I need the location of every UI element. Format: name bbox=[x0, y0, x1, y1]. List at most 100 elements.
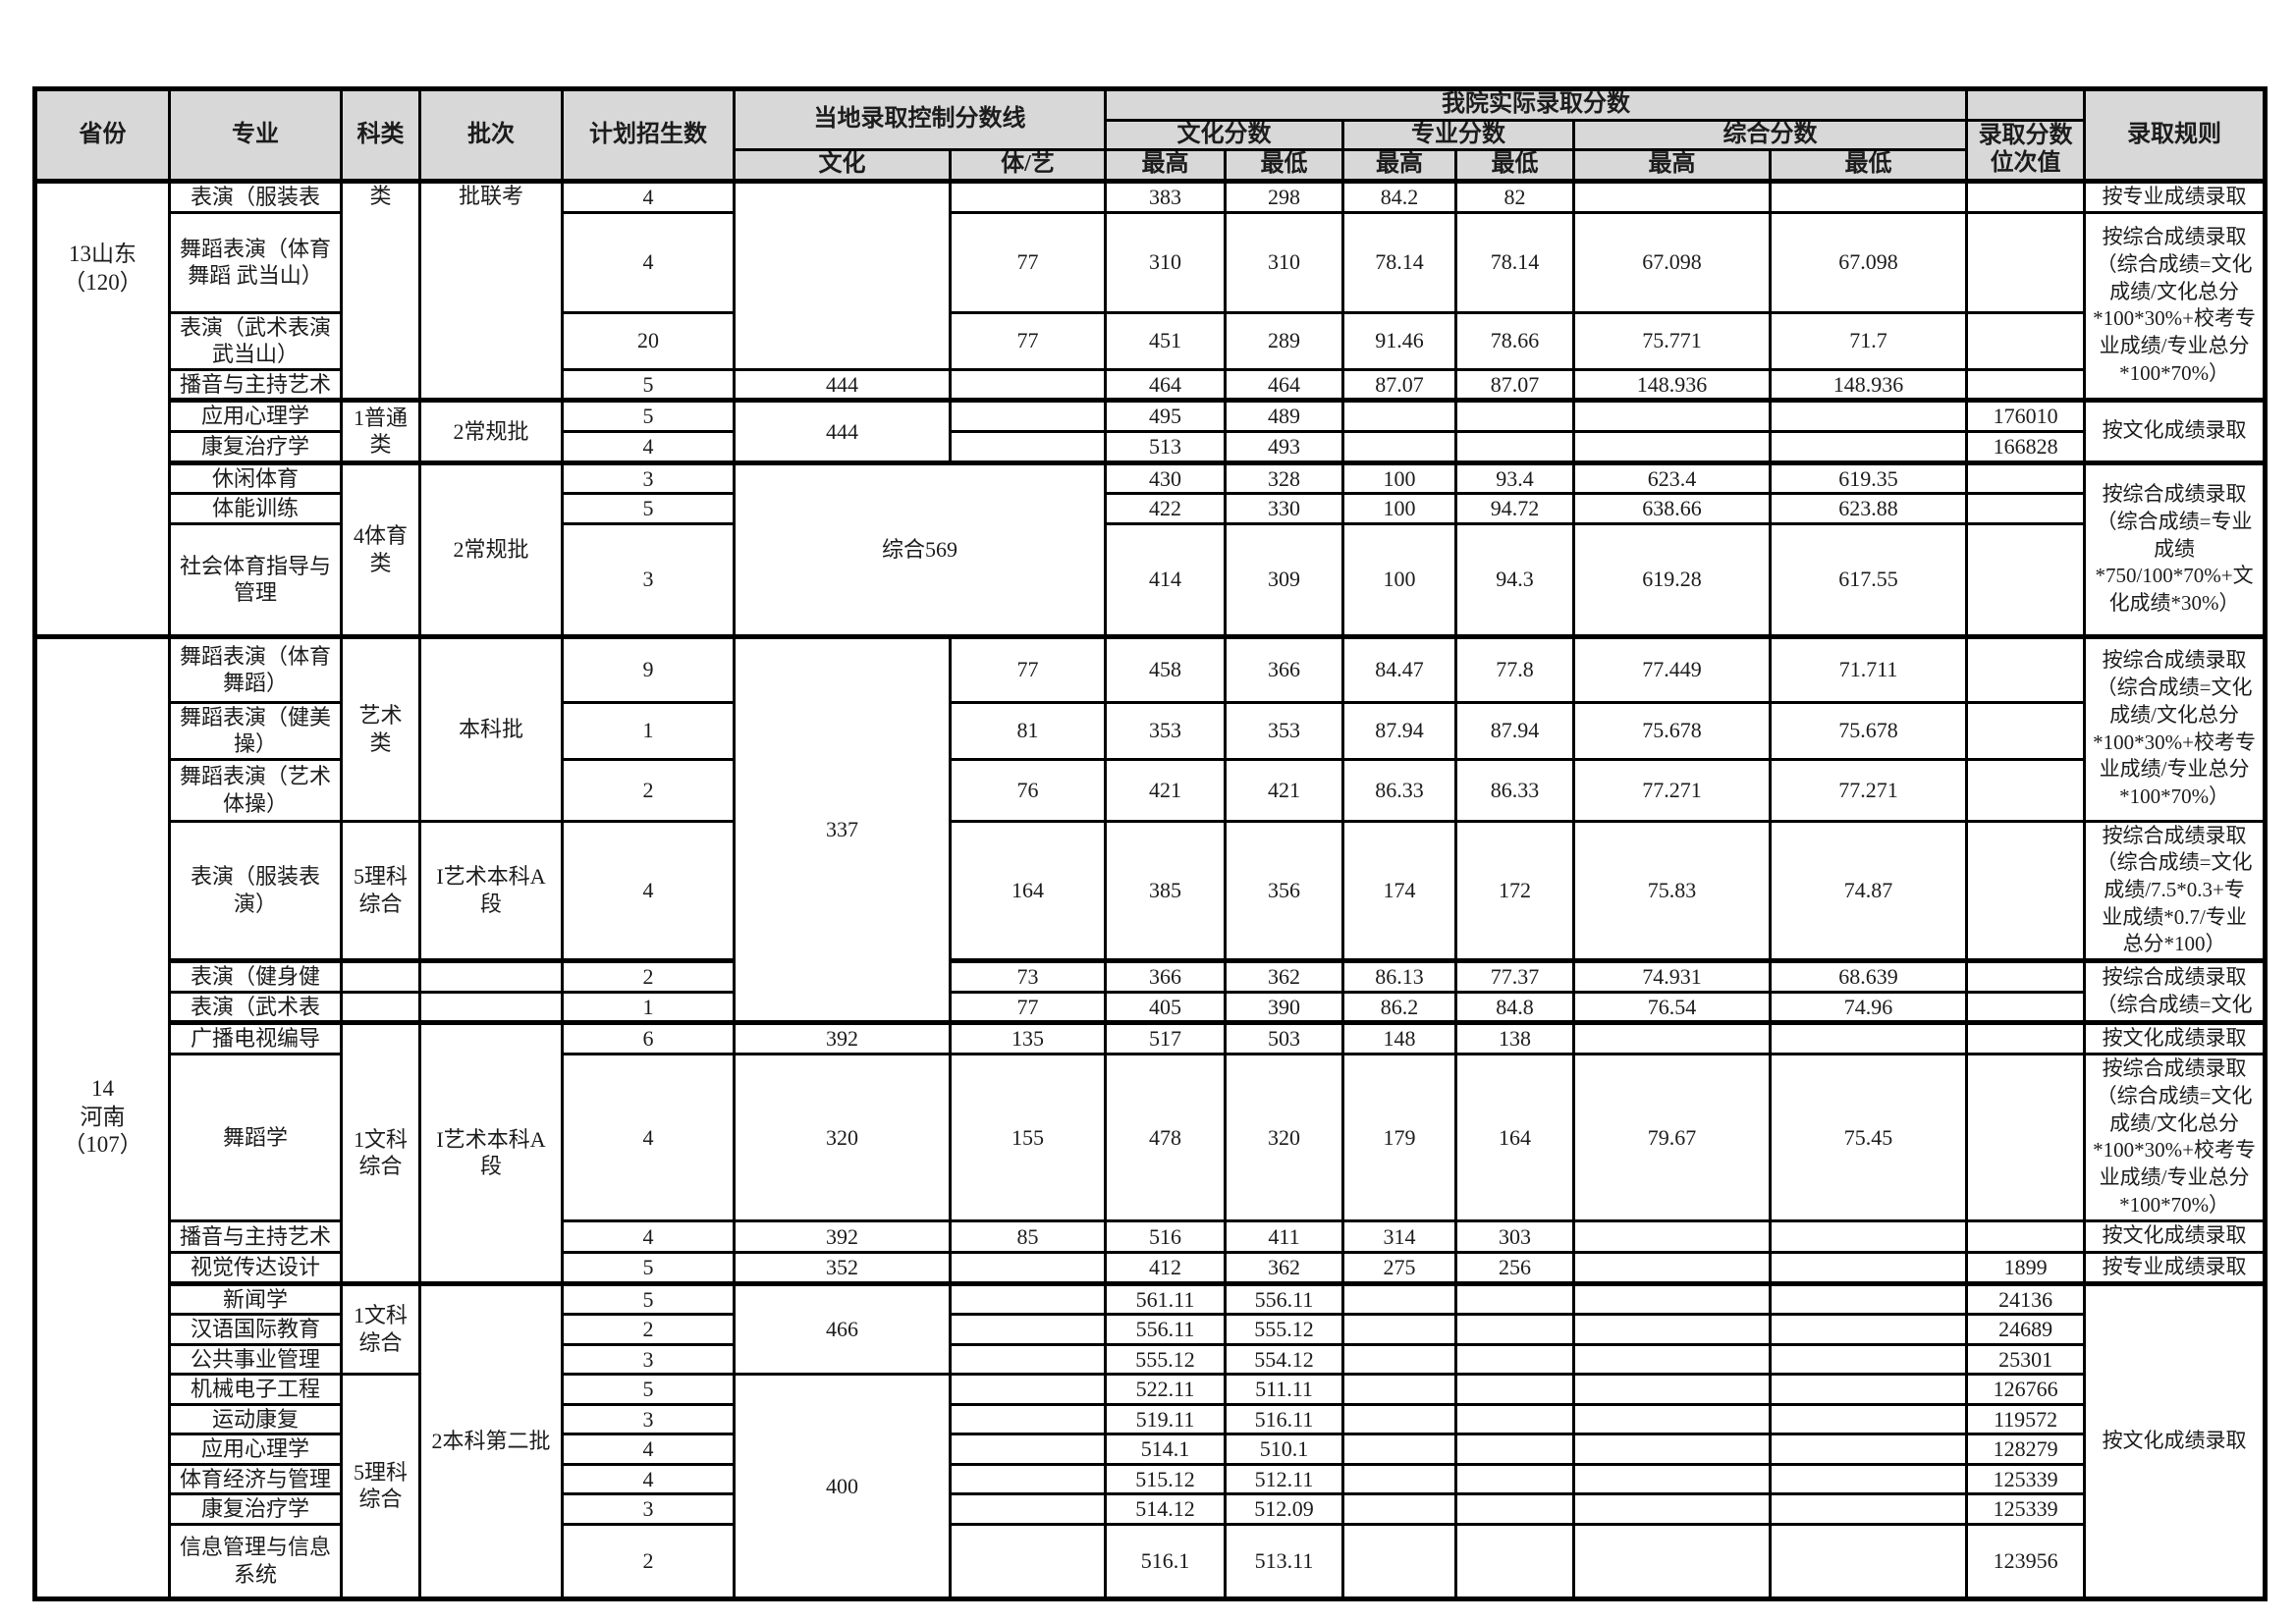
header-cell: 专业 bbox=[168, 87, 343, 183]
cell: 514.12 bbox=[1104, 1492, 1227, 1526]
cell: 77 bbox=[949, 310, 1107, 371]
cell: 1文科 综合 bbox=[340, 1280, 421, 1377]
cell: 86.2 bbox=[1341, 990, 1457, 1025]
cell bbox=[1572, 1342, 1772, 1377]
cell: 94.72 bbox=[1454, 492, 1575, 525]
table-row: 视觉传达设计 5 352 412 362 275 256 1899 按专业成绩录取 bbox=[35, 1250, 2268, 1285]
cell: 艺术 类 bbox=[340, 633, 421, 823]
table-row: 舞蹈表演（艺术 体操） 2 76 421 421 86.33 86.33 77.271 77.2… bbox=[35, 757, 2266, 823]
cell: 播音与主持艺术 bbox=[168, 367, 343, 402]
header-cell: 我院实际录取分数 bbox=[1103, 87, 1969, 122]
table-row: 文化分数 专业分数 综合分数 录取分数 位次值 bbox=[35, 118, 2266, 183]
cell bbox=[1768, 1218, 1969, 1254]
cell bbox=[1965, 990, 2087, 1025]
cell: 4体育 类 bbox=[340, 460, 421, 638]
cell bbox=[1572, 1373, 1772, 1406]
cell: 24136 bbox=[1965, 1280, 2087, 1317]
table-row: 体能训练 5 422 330 100 94.72 638.66 623.88 bbox=[35, 492, 2266, 525]
cell: 5 bbox=[561, 1280, 736, 1317]
cell: 337 bbox=[733, 633, 952, 1025]
cell: 舞蹈表演（艺术 体操） bbox=[168, 757, 343, 823]
rule-cell: 按综合成绩录取 （综合成绩=文化 成绩/文化总分 *100*30%+校考专 业成… bbox=[2083, 1052, 2268, 1222]
cell: I艺术本科A 段 bbox=[418, 1020, 564, 1285]
score-table: 省份 专业 科类 批次 计划招生数 当地录取控制分数线 我院实际录取分数 录取规则 文化分数 专业… bbox=[32, 86, 2269, 1601]
cell: 86.33 bbox=[1454, 757, 1575, 823]
cell: 430 bbox=[1104, 460, 1227, 495]
cell bbox=[1965, 1052, 2087, 1222]
cell: 24689 bbox=[1965, 1313, 2087, 1346]
cell: 4 bbox=[561, 1218, 736, 1254]
cell bbox=[949, 1313, 1107, 1346]
cell: 91.46 bbox=[1341, 310, 1457, 371]
cell: 309 bbox=[1224, 521, 1344, 638]
cell bbox=[1572, 1280, 1772, 1317]
cell bbox=[949, 1522, 1107, 1600]
cell bbox=[1341, 1342, 1457, 1377]
header-cell: 最高 bbox=[1572, 148, 1772, 183]
cell bbox=[1341, 1280, 1457, 1317]
cell: 126766 bbox=[1965, 1373, 2087, 1406]
cell bbox=[1454, 1342, 1575, 1377]
cell bbox=[1965, 492, 2087, 525]
cell: 78.14 bbox=[1454, 210, 1575, 314]
cell: 84.47 bbox=[1341, 633, 1457, 704]
cell bbox=[418, 958, 564, 994]
header-cell: 最低 bbox=[1454, 148, 1575, 183]
cell bbox=[1454, 1492, 1575, 1526]
table-row: 广播电视编导 1文科 综合 I艺术本科A 段 6 392 135 517 503 148 138 按… bbox=[35, 1020, 2268, 1285]
cell: 77.271 bbox=[1572, 757, 1772, 823]
cell: 3 bbox=[561, 1342, 736, 1377]
cell: 383 bbox=[1104, 178, 1227, 214]
cell bbox=[1768, 1462, 1969, 1496]
rule-cell: 按综合成绩录取 （综合成绩=专业 成绩 *750/100*70%+文 化成绩*3… bbox=[2083, 460, 2268, 638]
cell: 76 bbox=[949, 757, 1107, 823]
cell: 489 bbox=[1224, 398, 1344, 433]
cell: I艺术本科A 段 bbox=[418, 819, 564, 963]
cell: 513.11 bbox=[1224, 1522, 1344, 1600]
cell: 517 bbox=[1104, 1020, 1227, 1055]
cell: 1899 bbox=[1965, 1250, 2087, 1285]
cell: 561.11 bbox=[1104, 1280, 1227, 1317]
table-row: 信息管理与信息 系统 2 516.1 513.11 123956 bbox=[35, 1522, 2266, 1600]
header-cell: 当地录取控制分数线 bbox=[733, 86, 1107, 152]
cell bbox=[1768, 1342, 1969, 1377]
cell: 330 bbox=[1224, 492, 1344, 525]
cell: 85 bbox=[949, 1218, 1107, 1254]
cell: 148.936 bbox=[1768, 367, 1969, 402]
cell: 信息管理与信息 系统 bbox=[168, 1522, 343, 1600]
cell: 2 bbox=[561, 1313, 736, 1346]
cell: 应用心理学 bbox=[168, 1433, 343, 1466]
cell: 67.098 bbox=[1768, 210, 1969, 314]
cell: 25301 bbox=[1965, 1342, 2087, 1377]
cell: 2常规批 bbox=[418, 460, 564, 638]
header-cell: 最高 bbox=[1104, 148, 1227, 183]
cell: 400 bbox=[733, 1373, 952, 1600]
cell: 74.931 bbox=[1572, 958, 1772, 994]
cell: 623.4 bbox=[1572, 460, 1772, 495]
cell: 76.54 bbox=[1572, 990, 1772, 1025]
cell: 119572 bbox=[1965, 1402, 2087, 1436]
cell: 174 bbox=[1341, 819, 1457, 963]
cell: 362 bbox=[1224, 1250, 1344, 1285]
cell bbox=[1768, 1313, 1969, 1346]
cell: 516 bbox=[1104, 1218, 1227, 1254]
cell bbox=[949, 1250, 1107, 1285]
cell: 舞蹈表演（健美 操） bbox=[168, 700, 343, 761]
cell bbox=[949, 1492, 1107, 1526]
cell: 84.8 bbox=[1454, 990, 1575, 1025]
cell: 405 bbox=[1104, 990, 1227, 1025]
table-row: 运动康复 3 519.11 516.11 119572 bbox=[35, 1402, 2266, 1436]
cell: 视觉传达设计 bbox=[168, 1250, 343, 1285]
cell: 广播电视编导 bbox=[168, 1020, 343, 1055]
header-cell: 录取分数 位次值 bbox=[1965, 118, 2087, 183]
cell: 362 bbox=[1224, 958, 1344, 994]
cell: 444 bbox=[733, 398, 952, 464]
cell bbox=[1768, 1280, 1969, 1317]
cell: 批联考 bbox=[418, 178, 564, 403]
cell bbox=[1341, 398, 1457, 433]
cell: 5理科 综合 bbox=[340, 1373, 421, 1600]
table-row: 省份 专业 科类 批次 计划招生数 当地录取控制分数线 我院实际录取分数 录取规则 bbox=[33, 86, 2268, 183]
cell bbox=[949, 178, 1107, 214]
cell: 社会体育指导与 管理 bbox=[168, 521, 343, 638]
cell: 366 bbox=[1104, 958, 1227, 994]
